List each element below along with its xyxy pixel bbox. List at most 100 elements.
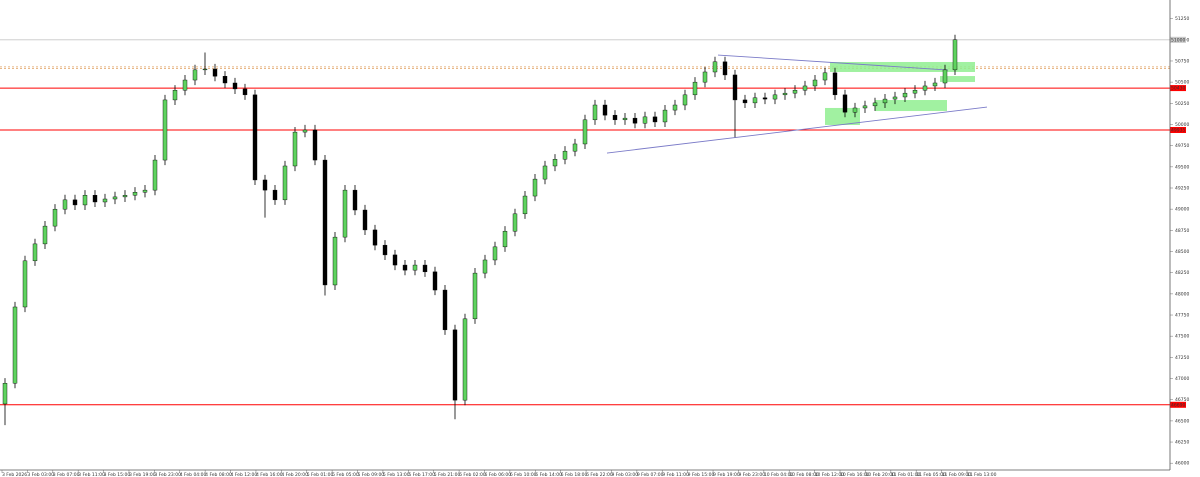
x-tick-label: 3 Feb 15:00 (104, 472, 131, 477)
candle-body (742, 99, 748, 104)
level-box (1170, 85, 1186, 92)
current-price-label: 51000 (1171, 37, 1185, 43)
x-tick-label: 9 Feb 07:00 (637, 472, 664, 477)
y-tick-label: 48500 (1175, 249, 1189, 255)
x-tick-label: 10 Feb 20:00 (865, 472, 895, 477)
candle-body (432, 271, 438, 291)
y-tick-label: 46500 (1175, 418, 1189, 424)
candle-body (702, 71, 708, 83)
candle-body (662, 109, 668, 123)
y-tick-label: 48250 (1175, 270, 1189, 276)
candle-body (722, 61, 728, 76)
x-tick-label: 5 Feb 01:00 (307, 472, 334, 477)
candle-body (622, 117, 628, 121)
candle-body (462, 318, 468, 401)
x-tick-label: 6 Feb 18:00 (561, 472, 588, 477)
current-price-box (1170, 36, 1186, 43)
candle-body (752, 97, 758, 104)
x-tick-label: 4 Feb 04:00 (180, 472, 207, 477)
candle-body (192, 69, 198, 81)
candle-body (442, 289, 448, 331)
candle-body (282, 165, 288, 201)
x-tick-label: 4 Feb 08:00 (205, 472, 232, 477)
y-tick-label: 50250 (1175, 101, 1189, 107)
candle-body (162, 99, 168, 161)
candle-body (72, 199, 78, 206)
x-tick-label: 9 Feb 11:00 (662, 472, 689, 477)
candle-body (922, 85, 928, 91)
y-tick-label: 50750 (1175, 58, 1189, 64)
candle-body (132, 192, 138, 196)
candle-body (942, 69, 948, 84)
candle-body (232, 82, 238, 90)
candle-body (812, 79, 818, 87)
x-tick-label: 3 Feb 23:00 (154, 472, 181, 477)
candle-body (392, 254, 398, 266)
y-tick-label: 47500 (1175, 334, 1189, 340)
x-tick-label: 10 Feb 08:00 (789, 472, 819, 477)
candle-body (12, 306, 18, 384)
candle-body (122, 194, 128, 198)
x-tick-label: 3 Feb 11:00 (78, 472, 105, 477)
candle-body (582, 119, 588, 145)
x-tick-label: 3 Feb 07:00 (53, 472, 80, 477)
candle-body (802, 85, 808, 91)
candle-body (52, 208, 58, 227)
candle-body (482, 259, 488, 274)
candle-body (632, 117, 638, 124)
candle-body (112, 196, 118, 200)
candle-body (772, 94, 778, 100)
y-tick-label: 51250 (1175, 16, 1189, 22)
candle-body (82, 194, 88, 206)
x-tick-label: 6 Feb 06:00 (485, 472, 512, 477)
y-tick-label: 50500 (1175, 80, 1189, 86)
candle-body (892, 96, 898, 100)
candle-body (522, 195, 528, 215)
level-box (1170, 126, 1186, 133)
candle-body (692, 81, 698, 96)
candle-body (912, 89, 918, 94)
candle-body (2, 382, 8, 405)
x-tick-label: 11 Feb 01:00 (891, 472, 921, 477)
candle-body (382, 244, 388, 256)
zone (940, 76, 975, 82)
candle-body (762, 97, 768, 100)
x-tick-label: 9 Feb 03:00 (611, 472, 638, 477)
x-tick-label: 4 Feb 20:00 (281, 472, 308, 477)
candle-body (672, 104, 678, 111)
candle-body (242, 88, 248, 96)
x-tick-label: 3 Feb 2026 (2, 472, 27, 477)
x-tick-label: 6 Feb 14:00 (535, 472, 562, 477)
candle-body (842, 94, 848, 113)
trendline (717, 54, 949, 71)
x-tick-label: 5 Feb 17:00 (408, 472, 435, 477)
y-tick-label: 49000 (1175, 207, 1189, 213)
candle-body (562, 150, 568, 160)
level-label: 50430 (1171, 86, 1185, 92)
candle-body (832, 72, 838, 96)
zone (875, 100, 947, 112)
candle-body (822, 72, 828, 81)
x-tick-label: 9 Feb 15:00 (688, 472, 715, 477)
candle-body (932, 82, 938, 87)
y-tick-label: 50000 (1175, 122, 1189, 128)
candle-body (502, 230, 508, 248)
candle-body (572, 143, 578, 152)
candle-body (952, 39, 958, 71)
candle-body (182, 79, 188, 91)
candle-body (362, 209, 368, 231)
y-tick-label: 46250 (1175, 440, 1189, 446)
candle-body (342, 189, 348, 238)
x-tick-label: 11 Feb 13:00 (967, 472, 997, 477)
candle-body (592, 104, 598, 121)
candle-body (792, 89, 798, 94)
candle-body (32, 243, 38, 262)
zone (825, 107, 860, 125)
x-tick-label: 6 Feb 22:00 (586, 472, 613, 477)
candle-body (682, 94, 688, 106)
x-tick-label: 10 Feb 16:00 (840, 472, 870, 477)
candle-body (532, 178, 538, 197)
candle-body (62, 199, 68, 210)
candle-body (322, 159, 328, 286)
candle-body (202, 68, 208, 71)
